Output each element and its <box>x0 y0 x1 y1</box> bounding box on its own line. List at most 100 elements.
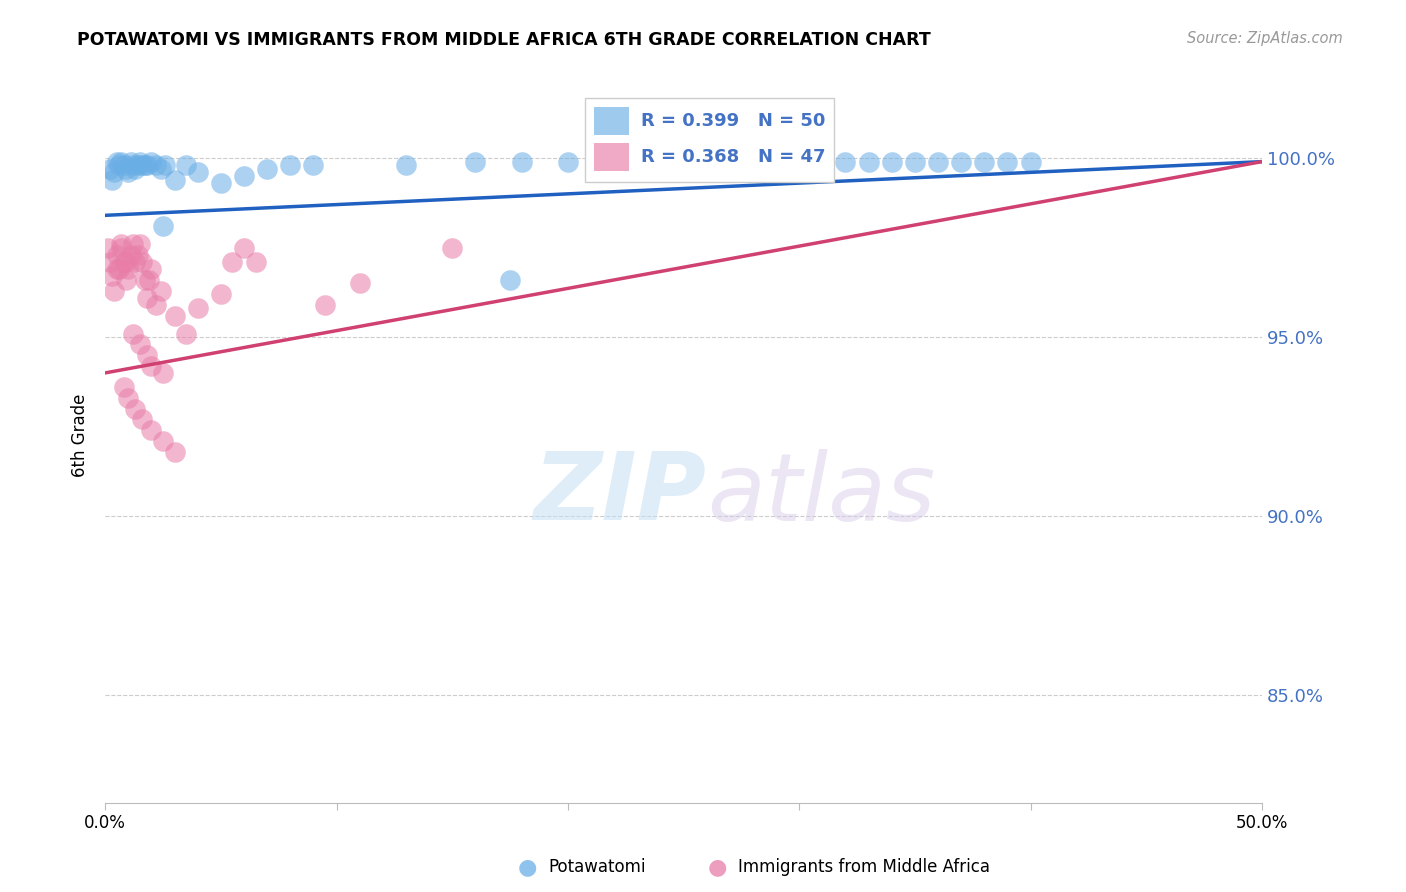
Bar <box>595 144 630 171</box>
Point <box>134 158 156 172</box>
Point <box>103 284 125 298</box>
Text: R = 0.399   N = 50: R = 0.399 N = 50 <box>641 112 825 129</box>
Point <box>742 154 765 169</box>
Point <box>110 237 132 252</box>
Point <box>112 255 135 269</box>
Point <box>145 298 167 312</box>
Point <box>127 158 149 172</box>
Point <box>441 241 464 255</box>
Point <box>115 273 138 287</box>
Point <box>112 158 135 172</box>
Point <box>101 269 124 284</box>
Point <box>110 241 132 255</box>
Point <box>141 262 163 277</box>
Point <box>135 348 157 362</box>
Point <box>105 248 128 262</box>
Point <box>278 158 301 172</box>
Point <box>149 284 172 298</box>
Point <box>163 309 186 323</box>
Point <box>163 444 186 458</box>
Point <box>96 241 118 255</box>
Point <box>120 154 142 169</box>
Text: R = 0.368   N = 47: R = 0.368 N = 47 <box>641 148 825 166</box>
Text: POTAWATOMI VS IMMIGRANTS FROM MIDDLE AFRICA 6TH GRADE CORRELATION CHART: POTAWATOMI VS IMMIGRANTS FROM MIDDLE AFR… <box>77 31 931 49</box>
Point <box>650 154 672 169</box>
Point <box>973 154 995 169</box>
Point <box>395 158 418 172</box>
Point <box>122 237 145 252</box>
Point <box>152 366 174 380</box>
Text: Immigrants from Middle Africa: Immigrants from Middle Africa <box>738 858 990 876</box>
Point <box>122 326 145 341</box>
Point <box>117 165 139 179</box>
Point <box>499 273 522 287</box>
Point <box>112 380 135 394</box>
Point <box>152 219 174 233</box>
Point <box>858 154 880 169</box>
Point <box>163 172 186 186</box>
Point <box>834 154 856 169</box>
Bar <box>595 107 630 135</box>
Text: Potawatomi: Potawatomi <box>548 858 645 876</box>
Point <box>155 158 177 172</box>
Point <box>141 359 163 373</box>
Point <box>135 291 157 305</box>
Point <box>256 161 278 176</box>
Text: ZIP: ZIP <box>534 449 707 541</box>
Text: ●: ● <box>707 857 727 877</box>
Point <box>98 161 121 176</box>
Point <box>138 273 160 287</box>
Point <box>904 154 927 169</box>
Point <box>98 255 121 269</box>
Point <box>115 255 138 269</box>
Point <box>209 176 232 190</box>
Point <box>131 158 153 172</box>
Point <box>134 273 156 287</box>
FancyBboxPatch shape <box>585 98 834 182</box>
Point <box>110 154 132 169</box>
Point <box>141 154 163 169</box>
Point <box>117 262 139 277</box>
Point <box>152 434 174 448</box>
Point <box>221 255 243 269</box>
Point <box>950 154 973 169</box>
Point <box>187 301 209 316</box>
Point <box>124 161 146 176</box>
Point <box>314 298 336 312</box>
Point <box>105 154 128 169</box>
Point <box>131 255 153 269</box>
Point <box>108 262 131 277</box>
Point <box>120 248 142 262</box>
Point <box>209 287 232 301</box>
Point <box>127 248 149 262</box>
Point <box>129 154 152 169</box>
Point <box>108 158 131 172</box>
Point <box>464 154 486 169</box>
Point <box>349 277 371 291</box>
Point <box>103 165 125 179</box>
Point <box>145 158 167 172</box>
Point <box>174 326 197 341</box>
Point <box>997 154 1019 169</box>
Point <box>187 165 209 179</box>
Point <box>927 154 949 169</box>
Point <box>141 423 163 437</box>
Y-axis label: 6th Grade: 6th Grade <box>72 394 89 477</box>
Point <box>696 154 718 169</box>
Point <box>557 154 579 169</box>
Point <box>787 154 810 169</box>
Point <box>115 161 138 176</box>
Point <box>131 412 153 426</box>
Point <box>510 154 533 169</box>
Point <box>302 158 325 172</box>
Text: atlas: atlas <box>707 449 935 540</box>
Point <box>129 337 152 351</box>
Point <box>603 154 626 169</box>
Point <box>105 262 128 277</box>
Point <box>245 255 267 269</box>
Point <box>811 154 834 169</box>
Point <box>135 158 157 172</box>
Point <box>149 161 172 176</box>
Point <box>880 154 903 169</box>
Point <box>174 158 197 172</box>
